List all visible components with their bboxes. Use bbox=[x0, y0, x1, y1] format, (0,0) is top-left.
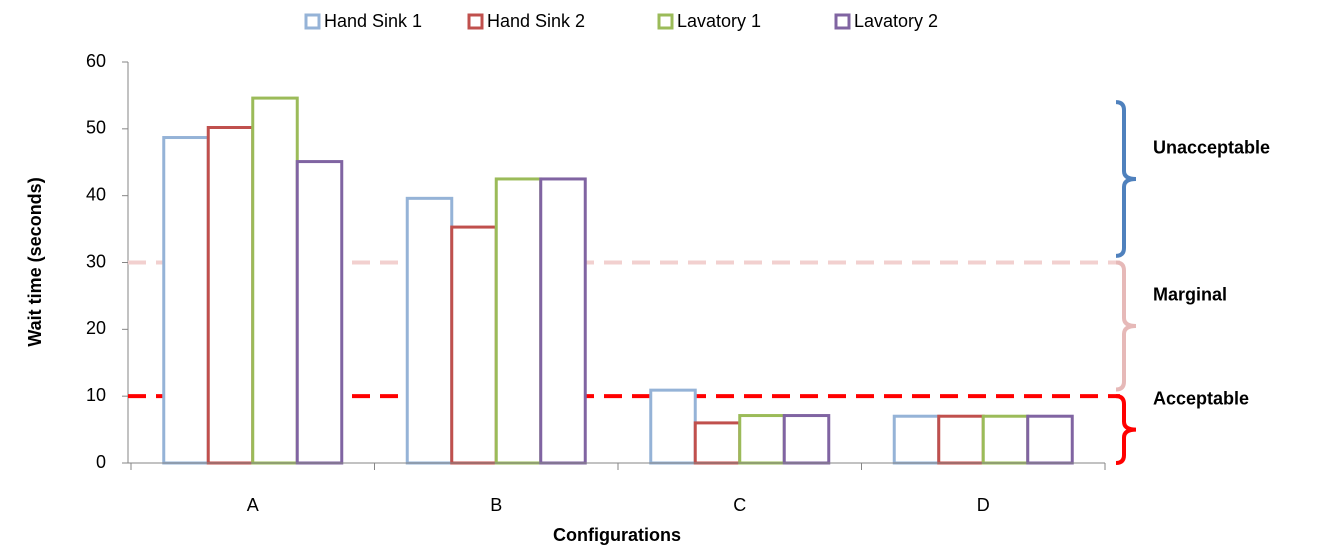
x-tick-label: A bbox=[247, 495, 259, 515]
legend-label: Hand Sink 1 bbox=[324, 11, 422, 31]
y-tick-label: 60 bbox=[86, 51, 106, 71]
bar bbox=[937, 414, 985, 465]
y-tick-label: 20 bbox=[86, 318, 106, 338]
brace bbox=[1115, 100, 1137, 258]
bar bbox=[162, 136, 210, 465]
x-axis-label: Configurations bbox=[553, 525, 681, 545]
y-tick-label: 50 bbox=[86, 118, 106, 138]
legend-label: Lavatory 1 bbox=[677, 11, 761, 31]
legend-label: Lavatory 2 bbox=[854, 11, 938, 31]
x-tick-label: C bbox=[733, 495, 746, 515]
y-axis-label: Wait time (seconds) bbox=[25, 177, 45, 346]
bar bbox=[494, 177, 543, 465]
bar bbox=[981, 414, 1030, 465]
bar bbox=[206, 125, 255, 465]
bar bbox=[251, 96, 299, 465]
y-tick-label: 30 bbox=[86, 251, 106, 271]
legend-swatch bbox=[467, 13, 484, 30]
bar bbox=[693, 421, 742, 465]
bar bbox=[450, 225, 498, 465]
bar bbox=[405, 196, 454, 465]
bar bbox=[539, 177, 587, 465]
bar bbox=[738, 414, 786, 465]
legend-swatch bbox=[304, 13, 321, 30]
y-tick-label: 0 bbox=[96, 452, 106, 472]
bar bbox=[892, 414, 941, 465]
legend-label: Hand Sink 2 bbox=[487, 11, 585, 31]
annotation: Unacceptable bbox=[1153, 138, 1270, 158]
bar bbox=[649, 388, 697, 465]
brace bbox=[1115, 260, 1137, 392]
annotation: Acceptable bbox=[1153, 388, 1249, 408]
brace bbox=[1115, 394, 1137, 465]
y-tick-label: 40 bbox=[86, 184, 106, 204]
x-tick-label: D bbox=[977, 495, 990, 515]
legend-swatch bbox=[657, 13, 674, 30]
bar bbox=[295, 160, 344, 465]
legend-swatch bbox=[834, 13, 851, 30]
y-tick-label: 10 bbox=[86, 385, 106, 405]
bar bbox=[1026, 414, 1074, 465]
annotation: Marginal bbox=[1153, 285, 1227, 305]
bar bbox=[782, 414, 831, 465]
x-tick-label: B bbox=[490, 495, 502, 515]
